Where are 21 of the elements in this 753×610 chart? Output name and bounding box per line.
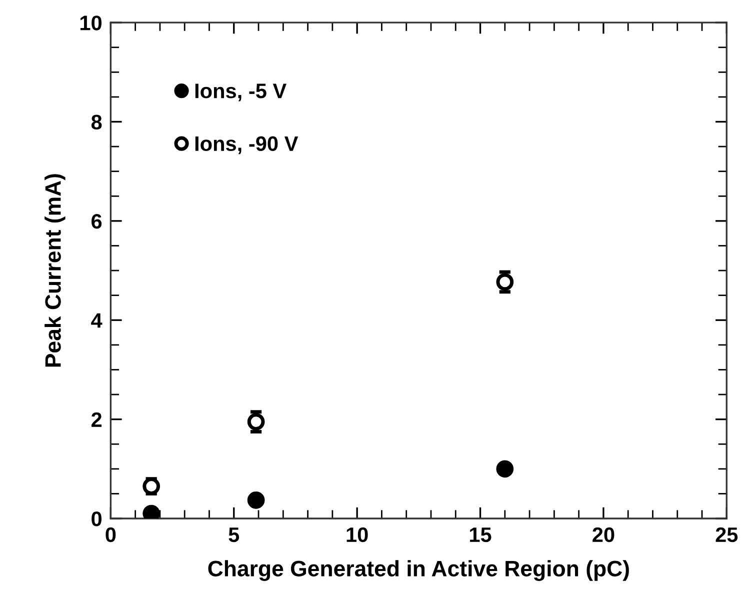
x-tick-label: 25 — [716, 527, 738, 542]
y-tick-label: 0 — [92, 512, 102, 526]
y-tick-label: 2 — [91, 412, 102, 427]
y-tick-label: 6 — [92, 214, 102, 229]
x-tick-label: 20 — [592, 527, 614, 542]
x-tick-label: 10 — [346, 527, 368, 542]
y-tick-label: 10 — [80, 16, 102, 30]
y-tick-label: 4 — [91, 313, 102, 328]
y-axis-title: Peak Current (mA) — [44, 174, 66, 367]
point — [247, 413, 265, 430]
point — [496, 460, 514, 478]
x-tick-label: 15 — [470, 528, 492, 542]
x-axis-title: Charge Generated in Active Region (pC) — [208, 560, 629, 581]
x-tick-label: 5 — [228, 528, 240, 542]
point — [496, 273, 514, 291]
x-tick-label: 0 — [106, 527, 116, 542]
point — [247, 491, 265, 509]
point — [142, 478, 160, 495]
legend-label: Ions, -5 V — [195, 84, 286, 102]
y-tick-label: 8 — [91, 114, 102, 130]
legend-label: Ions, -90 V — [195, 136, 298, 154]
